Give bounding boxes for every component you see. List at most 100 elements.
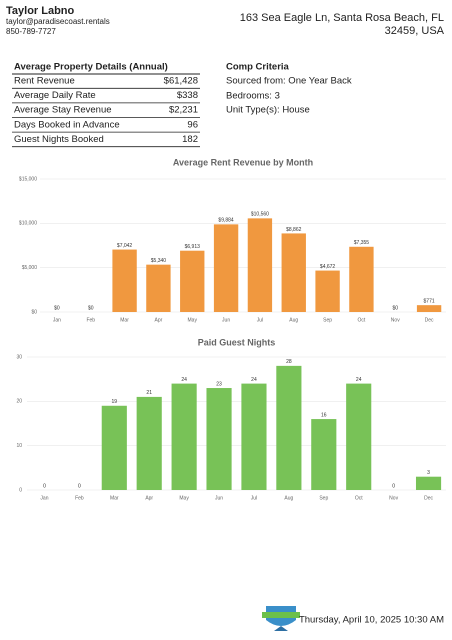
row-value: 96 bbox=[187, 119, 198, 130]
x-tick-label: Jan bbox=[40, 495, 48, 501]
row-value: $61,428 bbox=[164, 76, 198, 87]
bar bbox=[206, 388, 232, 490]
bar bbox=[112, 249, 137, 312]
y-tick-label: $0 bbox=[31, 309, 37, 315]
row-value: 182 bbox=[182, 134, 198, 145]
x-tick-label: Jun bbox=[215, 495, 223, 501]
value-label: $0 bbox=[88, 305, 94, 311]
bar bbox=[247, 218, 273, 312]
y-tick-label: 20 bbox=[16, 399, 22, 405]
bar bbox=[213, 224, 239, 312]
x-tick-label: May bbox=[188, 317, 198, 323]
comp-line: Unit Type(s): House bbox=[226, 105, 310, 116]
bar bbox=[171, 383, 197, 490]
x-tick-label: Apr bbox=[145, 495, 153, 501]
x-tick-label: Feb bbox=[86, 317, 95, 323]
value-label: 0 bbox=[43, 483, 46, 489]
y-tick-label: $10,000 bbox=[19, 221, 37, 227]
x-tick-label: Sep bbox=[319, 495, 328, 501]
address-line: 32459, USA bbox=[385, 25, 445, 37]
row-label: Average Stay Revenue bbox=[14, 105, 112, 116]
value-label: $7,042 bbox=[117, 243, 133, 249]
x-tick-label: Oct bbox=[358, 317, 366, 323]
x-tick-label: Dec bbox=[424, 495, 433, 501]
value-label: 16 bbox=[321, 412, 327, 418]
charts: Average Rent Revenue by Month $0 $5,000 $10… bbox=[16, 157, 446, 501]
x-tick-label: Apr bbox=[155, 317, 163, 323]
value-label: 24 bbox=[181, 377, 187, 383]
value-label: $5,340 bbox=[151, 258, 167, 264]
value-label: 19 bbox=[112, 399, 118, 405]
value-label: $8,862 bbox=[286, 227, 302, 233]
comp-line: Bedrooms: 3 bbox=[226, 91, 280, 102]
bar bbox=[146, 264, 171, 312]
agent-email: taylor@paradisecoast.rentals bbox=[6, 17, 110, 26]
value-label: $9,884 bbox=[218, 218, 234, 224]
badge-logo bbox=[262, 606, 300, 631]
value-label: $0 bbox=[54, 305, 60, 311]
comp-title: Comp Criteria bbox=[226, 62, 290, 73]
bar bbox=[276, 365, 302, 490]
agent-phone: 850-789-7727 bbox=[6, 27, 56, 36]
value-label: 21 bbox=[146, 390, 152, 396]
x-tick-label: May bbox=[179, 495, 189, 501]
bar bbox=[311, 419, 337, 490]
comp-line: Sourced from: One Year Back bbox=[226, 76, 352, 87]
value-label: 0 bbox=[78, 483, 81, 489]
value-label: $4,672 bbox=[320, 264, 336, 270]
row-label: Average Daily Rate bbox=[14, 90, 96, 101]
y-tick-label: 10 bbox=[16, 443, 22, 449]
x-tick-label: Sep bbox=[323, 317, 332, 323]
details-title: Average Property Details (Annual) bbox=[14, 62, 168, 73]
y-tick-label: $5,000 bbox=[22, 265, 38, 271]
chart-title: Average Rent Revenue by Month bbox=[173, 157, 313, 167]
bar bbox=[281, 233, 306, 312]
x-tick-label: Mar bbox=[110, 495, 119, 501]
y-tick-label: $15,000 bbox=[19, 176, 37, 182]
x-tick-label: Nov bbox=[389, 495, 398, 501]
x-tick-label: Aug bbox=[284, 495, 293, 501]
value-label: $771 bbox=[424, 298, 435, 304]
bar bbox=[415, 476, 442, 490]
value-label: $7,355 bbox=[354, 240, 370, 246]
bar bbox=[241, 383, 267, 490]
x-tick-label: Jul bbox=[251, 495, 257, 501]
row-label: Days Booked in Advance bbox=[14, 119, 120, 130]
bar bbox=[349, 246, 374, 312]
chart-title: Paid Guest Nights bbox=[198, 337, 276, 347]
value-label: 24 bbox=[251, 377, 257, 383]
bar bbox=[416, 305, 442, 312]
value-label: 28 bbox=[286, 359, 292, 365]
x-tick-label: Jul bbox=[257, 317, 263, 323]
bar bbox=[346, 383, 372, 490]
value-label: 24 bbox=[356, 377, 362, 383]
y-tick-label: 30 bbox=[16, 354, 22, 360]
details-table: Rent Revenue $61,428 Average Daily Rate $33… bbox=[12, 76, 200, 148]
value-label: 0 bbox=[392, 483, 395, 489]
bar bbox=[101, 405, 127, 490]
value-label: $10,560 bbox=[251, 212, 269, 218]
x-tick-label: Jun bbox=[222, 317, 230, 323]
bar bbox=[180, 250, 205, 312]
x-tick-label: Oct bbox=[355, 495, 363, 501]
agent-name: Taylor Labno bbox=[6, 5, 75, 17]
row-value: $2,231 bbox=[169, 105, 198, 116]
footer-date: Thursday, April 10, 2025 10:30 AM bbox=[299, 615, 444, 626]
value-label: 23 bbox=[216, 381, 222, 387]
y-tick-label: 0 bbox=[19, 487, 22, 493]
row-label: Rent Revenue bbox=[14, 76, 75, 87]
bar bbox=[315, 270, 340, 312]
x-tick-label: Aug bbox=[289, 317, 298, 323]
value-label: $6,913 bbox=[185, 244, 201, 250]
x-tick-label: Dec bbox=[425, 317, 434, 323]
x-tick-label: Feb bbox=[75, 495, 84, 501]
x-tick-label: Mar bbox=[120, 317, 129, 323]
x-tick-label: Nov bbox=[391, 317, 400, 323]
x-tick-label: Jan bbox=[53, 317, 61, 323]
bar bbox=[136, 396, 162, 490]
row-label: Guest Nights Booked bbox=[14, 134, 104, 145]
row-value: $338 bbox=[177, 90, 198, 101]
value-label: 3 bbox=[427, 470, 430, 476]
